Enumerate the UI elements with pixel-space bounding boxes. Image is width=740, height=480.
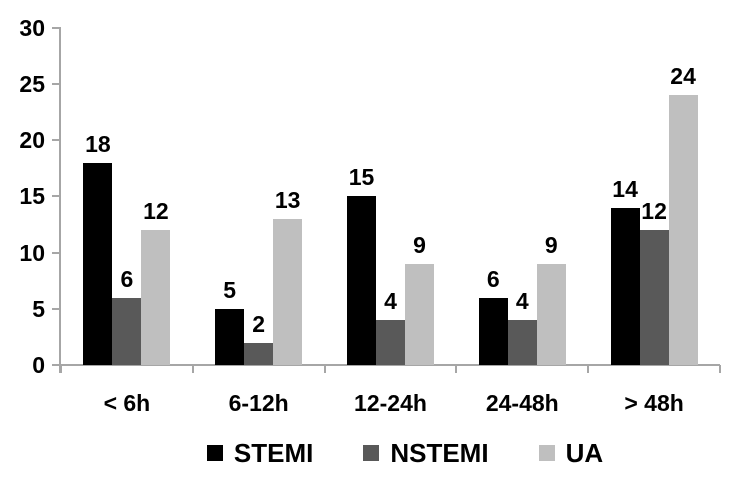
bar-value-label: 9 bbox=[413, 231, 426, 258]
chart-legend: STEMI NSTEMI UA bbox=[90, 436, 720, 470]
y-axis-tick-label: 10 bbox=[19, 239, 45, 266]
bar-value-label: 2 bbox=[252, 310, 266, 337]
x-axis-tick bbox=[60, 365, 62, 373]
bar-ua-12-24h bbox=[405, 263, 434, 365]
bar-value-label: 5 bbox=[223, 276, 237, 303]
legend-label: STEMI bbox=[233, 438, 314, 468]
bar-value-label: 6 bbox=[486, 265, 500, 292]
bar-ua-24-48h bbox=[536, 263, 566, 365]
bar-nstemi-> 48h bbox=[639, 230, 669, 365]
legend-label: UA bbox=[565, 438, 604, 468]
bar-nstemi-12-24h bbox=[376, 320, 405, 365]
bar-value-label: 4 bbox=[384, 288, 397, 314]
x-axis-tick bbox=[455, 365, 458, 373]
bar-stemi-> 48h bbox=[610, 207, 640, 365]
bar-stemi-12-24h bbox=[347, 196, 376, 365]
bar-value-label: 13 bbox=[274, 186, 301, 213]
legend-swatch-stemi bbox=[206, 445, 223, 461]
y-axis-tick-label: 15 bbox=[19, 183, 45, 210]
legend-item-nstemi: NSTEMI bbox=[363, 438, 489, 468]
bar-nstemi-< 6h bbox=[112, 297, 142, 365]
legend-swatch-nstemi bbox=[363, 445, 380, 461]
legend-swatch-ua bbox=[538, 445, 555, 461]
y-axis-tick bbox=[52, 251, 61, 254]
bar-value-label: 15 bbox=[348, 164, 375, 191]
y-axis-tick-label: 0 bbox=[32, 352, 45, 378]
bar-ua-> 48h bbox=[668, 95, 698, 365]
y-axis-tick-label: 25 bbox=[19, 70, 45, 97]
bar-value-label: 6 bbox=[120, 265, 134, 292]
y-axis-tick-label: 20 bbox=[19, 127, 45, 153]
bar-value-label: 24 bbox=[670, 63, 696, 89]
x-axis-tick bbox=[587, 365, 590, 373]
x-axis-tick bbox=[323, 365, 326, 373]
bar-value-label: 9 bbox=[544, 231, 558, 258]
x-axis-category-label: 24-48h bbox=[485, 390, 559, 416]
y-axis-tick bbox=[52, 82, 61, 85]
x-axis-tick bbox=[719, 365, 721, 373]
y-axis-tick bbox=[52, 26, 61, 29]
bar-ua-6-12h bbox=[273, 218, 303, 365]
x-axis-tick bbox=[191, 365, 194, 373]
bar-ua-< 6h bbox=[141, 230, 171, 365]
y-axis-tick-label: 5 bbox=[32, 295, 45, 322]
y-axis-tick bbox=[52, 307, 61, 310]
x-axis-category-label: 12-24h bbox=[354, 390, 427, 416]
bar-value-label: 18 bbox=[85, 130, 111, 157]
legend-label: NSTEMI bbox=[390, 438, 489, 468]
y-axis-tick-label: 30 bbox=[19, 14, 45, 41]
bar-stemi-6-12h bbox=[215, 308, 245, 365]
y-axis-tick bbox=[52, 195, 61, 198]
bar-value-label: 12 bbox=[641, 198, 667, 224]
x-axis-category-label: > 48h bbox=[624, 390, 684, 416]
legend-item-ua: UA bbox=[538, 438, 604, 468]
bar-value-label: 14 bbox=[612, 175, 638, 202]
legend-item-stemi: STEMI bbox=[206, 438, 314, 468]
bar-nstemi-24-48h bbox=[507, 320, 537, 365]
bar-value-label: 12 bbox=[143, 198, 169, 224]
y-axis-line bbox=[59, 27, 61, 373]
x-axis-line bbox=[52, 364, 720, 366]
x-axis-category-label: < 6h bbox=[103, 390, 151, 416]
bar-nstemi-6-12h bbox=[244, 342, 274, 365]
bar-value-label: 4 bbox=[515, 288, 529, 314]
y-axis-tick bbox=[52, 139, 61, 141]
x-axis-category-label: 6-12h bbox=[228, 390, 289, 416]
bar-stemi-24-48h bbox=[478, 297, 508, 365]
bar-stemi-< 6h bbox=[83, 162, 113, 365]
